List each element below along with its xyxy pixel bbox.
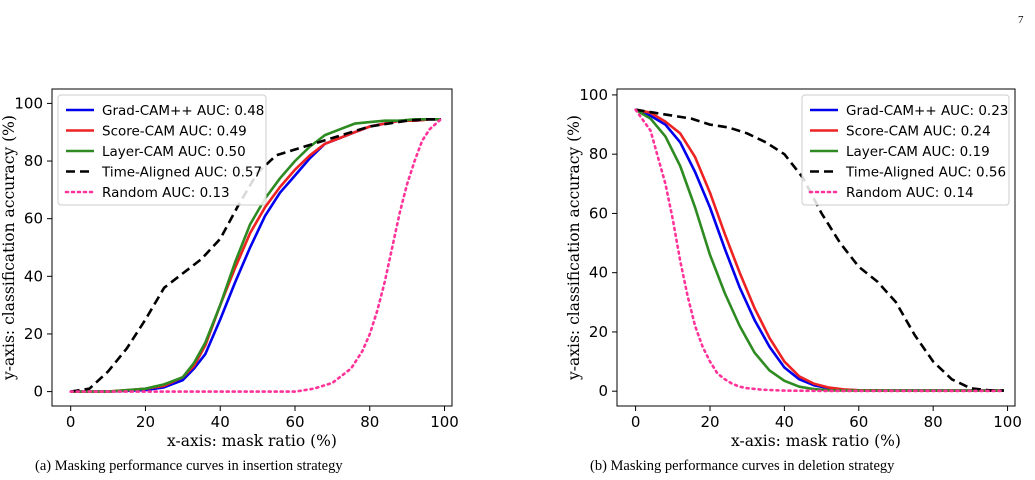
y-tick-label: 20: [24, 325, 43, 343]
insertion-figure: 0 20 40 60 80 100 0 20 40 60 80 100 x-axis: mask rat…: [0, 75, 470, 475]
x-axis-label: x-axis: mask ratio (%): [167, 432, 337, 450]
x-tick-label: 0: [66, 413, 76, 431]
series-line-4: [69, 118, 443, 393]
legend-box: [801, 94, 1010, 206]
legend-entry: Layer-CAM AUC: 0.19: [846, 144, 990, 160]
y-tick-label: 100: [579, 86, 608, 104]
y-tick-label: 40: [24, 267, 43, 285]
y-tick-label: 20: [589, 323, 608, 341]
legend-box: [57, 94, 267, 206]
plot-frame: [51, 88, 453, 407]
legend-entry: Random AUC: 0.13: [102, 185, 230, 201]
x-tick-label: 80: [924, 413, 943, 431]
legend-entry: Time-Aligned AUC: 0.56: [845, 165, 1006, 181]
x-axis-label: x-axis: mask ratio (%): [731, 432, 901, 450]
page-number: 7: [1018, 14, 1024, 26]
x-tick-label: 60: [849, 413, 868, 431]
y-tick-label: 100: [14, 94, 43, 112]
x-tick-label: 40: [211, 413, 230, 431]
plot-frame: [616, 88, 1016, 407]
y-axis-label: y-axis: classification accuracy (%): [565, 115, 583, 381]
y-tick-label: 60: [589, 204, 608, 222]
y-tick-label: 40: [589, 264, 608, 282]
y-tick-label: 80: [24, 152, 43, 170]
legend-entry: Score-CAM AUC: 0.24: [846, 124, 991, 140]
y-tick-label: 0: [598, 382, 608, 400]
x-tick-label: 80: [360, 413, 379, 431]
legend-entry: Layer-CAM AUC: 0.50: [102, 144, 246, 160]
y-tick-label: 0: [33, 383, 43, 401]
x-tick-label: 40: [775, 413, 794, 431]
series-line-3: [635, 108, 1004, 392]
x-tick-label: 0: [631, 413, 641, 431]
x-tick-label: 100: [430, 413, 459, 431]
deletion-caption: (b) Masking performance curves in deleti…: [590, 458, 895, 474]
x-tick-label: 20: [136, 413, 155, 431]
y-tick-label: 80: [589, 145, 608, 163]
series-line-2: [634, 108, 1004, 392]
x-tick-label: 20: [700, 413, 719, 431]
legend-entry: Grad-CAM++ AUC: 0.23: [846, 103, 1008, 119]
insertion-chart: 0 20 40 60 80 100 0 20 40 60 80 100 x-axis: mask rat…: [0, 88, 459, 450]
legend-entry: Grad-CAM++ AUC: 0.48: [102, 103, 264, 119]
insertion-caption: (a) Masking performance curves in insert…: [35, 458, 343, 474]
y-axis-label: y-axis: classification accuracy (%): [0, 115, 18, 381]
y-tick-label: 60: [24, 210, 43, 228]
deletion-chart: 0 20 40 60 80 100 0 20 40 60 80 100 x-axis: mask rat…: [565, 86, 1022, 450]
series-line-2: [70, 118, 441, 393]
legend-entry: Random AUC: 0.14: [846, 185, 974, 201]
deletion-figure: 0 20 40 60 80 100 0 20 40 60 80 100 x-axis: mask rat…: [545, 75, 1035, 475]
x-tick-label: 60: [285, 413, 304, 431]
series-line-4: [634, 108, 1006, 393]
legend-entry: Time-Aligned AUC: 0.57: [101, 165, 262, 181]
legend-entry: Score-CAM AUC: 0.49: [102, 124, 247, 140]
x-tick-label: 100: [993, 413, 1022, 431]
